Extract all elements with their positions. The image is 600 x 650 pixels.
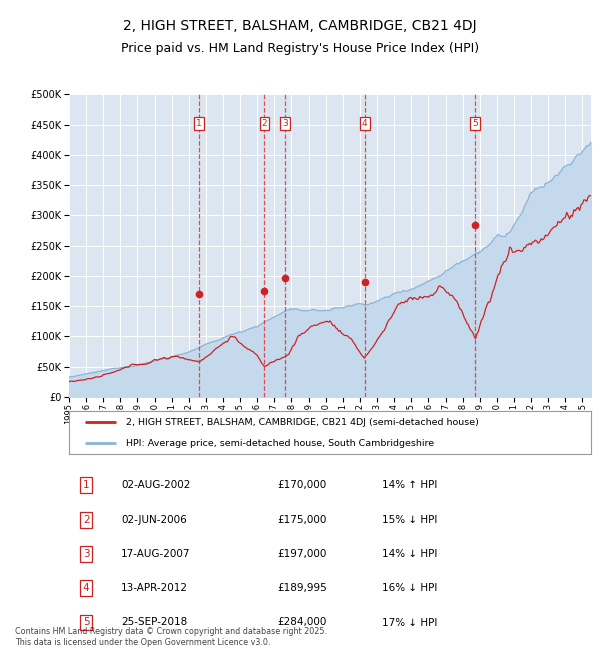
Text: 1: 1 [83,480,89,490]
Text: 15% ↓ HPI: 15% ↓ HPI [382,515,437,525]
Text: 14% ↓ HPI: 14% ↓ HPI [382,549,437,559]
Text: Contains HM Land Registry data © Crown copyright and database right 2025.
This d: Contains HM Land Registry data © Crown c… [15,627,327,647]
Text: 5: 5 [83,618,89,627]
Text: 2: 2 [262,119,267,128]
Text: £175,000: £175,000 [278,515,327,525]
Text: 17-AUG-2007: 17-AUG-2007 [121,549,191,559]
Text: 25-SEP-2018: 25-SEP-2018 [121,618,187,627]
Text: 2, HIGH STREET, BALSHAM, CAMBRIDGE, CB21 4DJ (semi-detached house): 2, HIGH STREET, BALSHAM, CAMBRIDGE, CB21… [127,418,479,427]
Text: 4: 4 [83,583,89,593]
Text: £189,995: £189,995 [278,583,328,593]
Text: 02-AUG-2002: 02-AUG-2002 [121,480,191,490]
Text: 5: 5 [472,119,478,128]
Text: 2, HIGH STREET, BALSHAM, CAMBRIDGE, CB21 4DJ: 2, HIGH STREET, BALSHAM, CAMBRIDGE, CB21… [123,19,477,33]
Text: £197,000: £197,000 [278,549,327,559]
Text: 1: 1 [196,119,202,128]
Text: 3: 3 [83,549,89,559]
Text: 02-JUN-2006: 02-JUN-2006 [121,515,187,525]
Text: Price paid vs. HM Land Registry's House Price Index (HPI): Price paid vs. HM Land Registry's House … [121,42,479,55]
Text: 2: 2 [83,515,89,525]
Text: £170,000: £170,000 [278,480,327,490]
Text: £284,000: £284,000 [278,618,327,627]
Text: HPI: Average price, semi-detached house, South Cambridgeshire: HPI: Average price, semi-detached house,… [127,439,434,448]
Text: 3: 3 [283,119,288,128]
Text: 4: 4 [362,119,368,128]
Text: 13-APR-2012: 13-APR-2012 [121,583,188,593]
Text: 16% ↓ HPI: 16% ↓ HPI [382,583,437,593]
Text: 17% ↓ HPI: 17% ↓ HPI [382,618,437,627]
Text: 14% ↑ HPI: 14% ↑ HPI [382,480,437,490]
